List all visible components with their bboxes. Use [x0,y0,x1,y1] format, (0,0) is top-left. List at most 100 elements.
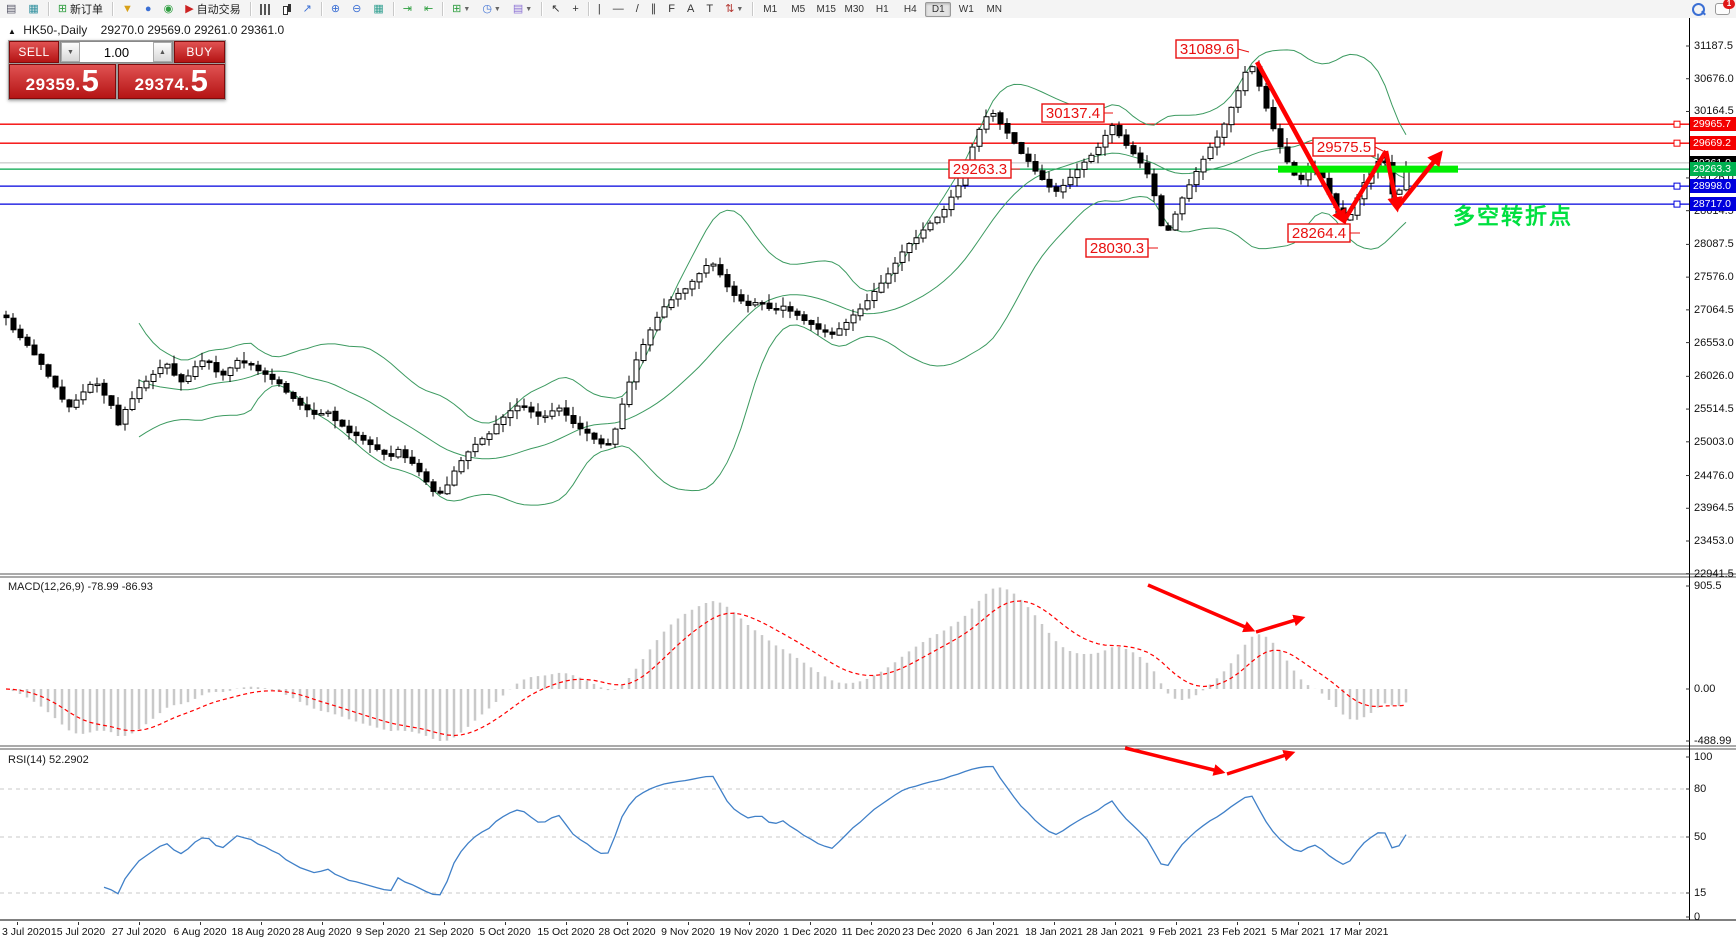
market-depth-icon[interactable]: ▼ [117,0,138,18]
svg-text:28264.4: 28264.4 [1292,225,1346,242]
trend-arrow[interactable] [1255,60,1347,226]
vertical-line-icon: | [597,3,601,15]
trend-arrow[interactable] [1342,149,1388,223]
date-label: 18 Jan 2021 [1025,926,1083,938]
timeframe-h1[interactable]: H1 [875,3,889,15]
rsi-scale-tick: 0 [1694,911,1701,923]
text-icon: A [687,3,695,15]
bar-chart-icon[interactable] [255,0,275,18]
date-label: 6 Aug 2020 [173,926,227,938]
candlesticks [3,60,1410,497]
periods-icon[interactable]: ◷ ▼ [477,0,506,18]
new-chart-icon: ▤ [6,3,17,15]
price-scale[interactable]: 31187.530676.030164.529126.028614.528087… [1690,18,1736,923]
date-tick-mark [78,922,79,925]
chart-shift-icon[interactable]: ⇤ [419,0,438,18]
volume-increase-button[interactable]: ▲ [153,42,172,62]
fibonacci-icon[interactable]: F [663,0,680,18]
timeframe-d1[interactable]: D1 [925,1,952,17]
label-icon[interactable]: T [701,0,718,18]
fibonacci-icon: F [668,3,676,15]
line-chart-icon[interactable]: ↗ [298,0,317,18]
timeframe-m15[interactable]: M15 [816,3,836,15]
date-label: 18 Aug 2020 [231,926,291,938]
date-tick-mark [200,922,201,925]
price-tick: 24476.0 [1694,469,1734,482]
buy-button[interactable]: BUY [174,41,225,63]
volume-decrease-button[interactable]: ▼ [61,42,80,62]
date-label: 15 Oct 2020 [537,926,595,938]
toolbar-separator [249,2,251,16]
tile-windows-icon[interactable]: ▦ [368,0,388,18]
bull-bear-turning-point-annotation[interactable]: 多空转折点 [1453,204,1573,229]
collapse-triangle-icon[interactable]: ▲ [8,27,16,36]
date-label: 5 Oct 2020 [479,926,531,938]
date-tick-mark [993,922,994,925]
vertical-line-icon[interactable]: | [593,0,606,18]
timeframe-mn[interactable]: MN [986,3,1003,15]
chevron-down-icon: ▼ [525,5,533,13]
market-depth-icon: ▼ [122,3,133,15]
channel-icon[interactable]: ∥ [646,0,662,18]
trend-arrow[interactable] [1395,150,1443,210]
chart-canvas[interactable]: 31089.6 30137.4 29575.5 29263.3 28030.3 28264… [0,18,1736,922]
price-callout[interactable]: 29263.3 [948,159,1020,179]
date-tick-mark [1115,922,1116,925]
date-tick-mark [1237,922,1238,925]
svg-text:29263.3: 29263.3 [953,161,1007,178]
timeframe-m1[interactable]: M1 [763,3,778,15]
autotrading-button[interactable]: ▶ 自动交易 [180,0,245,18]
crosshair-icon[interactable]: + [567,0,583,18]
date-label: 1 Dec 2020 [783,926,837,938]
date-tick-mark [627,922,628,925]
trend-arrow[interactable] [1226,749,1296,776]
toolbar-separator [442,2,444,16]
indicators-icon[interactable]: ⊞ ▼ [447,0,475,18]
signals-icon[interactable]: ◉ [159,0,179,18]
macd-indicator-label: MACD(12,26,9) -78.99 -86.93 [8,581,153,593]
sell-price-button[interactable]: 29359. 5 [9,64,116,99]
trendline-icon[interactable]: / [631,0,644,18]
templates-icon[interactable]: ▤ ▼ [508,0,537,18]
trend-arrow[interactable] [1147,583,1256,633]
support-zone-line[interactable] [1278,165,1458,173]
date-axis[interactable]: 3 Jul 2020 15 Jul 2020 27 Jul 2020 6 Aug 20… [0,922,1690,942]
trend-arrow[interactable] [1255,614,1306,634]
volume-stepper: ▼ 1.00 ▲ [60,41,173,63]
profiles-icon[interactable]: ▦ [23,0,43,18]
timeframe-m30[interactable]: M30 [844,3,864,15]
trend-arrow[interactable] [1383,150,1403,213]
new-order-button[interactable]: ⊞ 新订单 [53,0,108,18]
horizontal-lines[interactable] [0,120,1689,208]
buy-price-button[interactable]: 29374. 5 [118,64,225,99]
price-callout[interactable]: 29575.5 [1312,137,1384,157]
candlestick-icon[interactable] [277,0,296,18]
search-icon[interactable] [1692,2,1705,16]
price-tick: 26553.0 [1694,336,1734,349]
auto-scroll-icon[interactable]: ⇥ [398,0,417,18]
arrows-icon[interactable]: ⇅ ▼ [720,0,748,18]
new-chart-icon[interactable]: ▤ [1,0,21,18]
periods-icon: ◷ [482,3,492,15]
community-icon[interactable]: ● [140,0,157,18]
trend-arrow[interactable] [1124,746,1226,776]
timeframe-w1[interactable]: W1 [958,3,974,15]
price-callout[interactable]: 30137.4 [1041,103,1113,123]
zoom-out-icon[interactable]: ⊖ [347,0,366,18]
price-callout[interactable]: 28264.4 [1287,223,1360,243]
volume-value[interactable]: 1.00 [103,44,130,60]
cursor-icon[interactable]: ↖ [546,0,565,18]
zoom-in-icon[interactable]: ⊕ [326,0,345,18]
horizontal-line-icon[interactable]: — [608,0,629,18]
timeframe-m5[interactable]: M5 [791,3,806,15]
date-tick-mark [322,922,323,925]
price-callout[interactable]: 28030.3 [1085,238,1158,258]
timeframe-h4[interactable]: H4 [903,3,917,15]
price-callout[interactable]: 31089.6 [1175,39,1250,59]
zoom-in-icon: ⊕ [330,3,341,15]
one-click-trading-panel: SELL ▼ 1.00 ▲ BUY 29359. 5 29374. 5 [8,40,226,100]
text-icon[interactable]: A [682,0,699,18]
notifications-icon[interactable]: 1 [1715,0,1735,15]
sell-button[interactable]: SELL [9,41,59,63]
